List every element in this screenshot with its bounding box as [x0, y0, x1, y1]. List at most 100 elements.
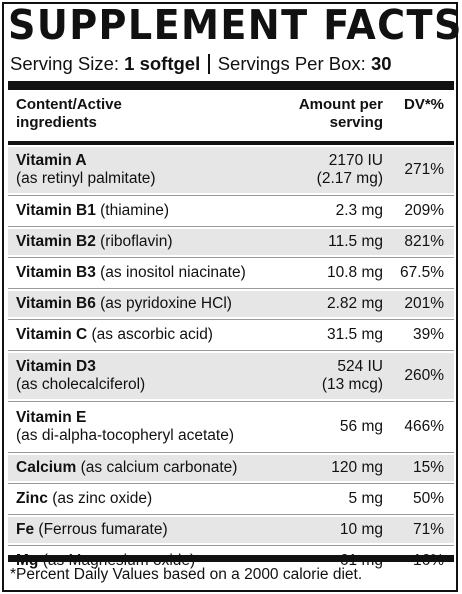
daily-value: 260%: [404, 367, 444, 384]
row-divider: [8, 452, 454, 453]
amount-header-line2: serving: [329, 114, 383, 131]
ingredient-detail: (thiamine): [100, 202, 170, 219]
daily-value: 39%: [412, 326, 444, 343]
amount-per-serving: 5 mg: [349, 490, 383, 508]
amount-value: 31.5 mg: [326, 326, 383, 343]
amount-value: 2.3 mg: [335, 202, 383, 219]
ingredient-name: Vitamin C (as ascorbic acid): [16, 326, 213, 344]
nutrient-table: Vitamin A (as retinyl palmitate) 2170 IU (2…: [8, 147, 454, 574]
ingredient-detail: (as di-alpha-tocopheryl acetate): [16, 427, 234, 444]
amount-per-serving: 56 mg: [340, 418, 383, 436]
daily-value: 466%: [404, 418, 444, 435]
amount-per-serving: 11.5 mg: [328, 233, 383, 251]
daily-value: 209%: [404, 202, 444, 219]
table-row: Fe (Ferrous fumarate) 10 mg 71%: [8, 517, 454, 543]
ingredient-label: Vitamin B3: [16, 264, 96, 281]
amount-value: 120 mg: [331, 459, 383, 476]
table-row: Vitamin D3 (as cholecalciferol) 524 IU (13 …: [8, 353, 454, 399]
ingredient-detail: (as retinyl palmitate): [16, 170, 156, 187]
ingredient-label: Vitamin C: [16, 326, 88, 343]
table-row: Vitamin E (as di-alpha-tocopheryl acetate…: [8, 404, 454, 450]
amount-per-serving: 31.5 mg: [327, 326, 383, 344]
amount-value: 11.5 mg: [328, 233, 383, 250]
amount-alt-value: (13 mcg): [321, 376, 383, 393]
amount-per-serving: 10 mg: [340, 521, 383, 539]
ingredient-label: Zinc: [16, 490, 48, 507]
serving-info: Serving Size: 1 softgel Servings Per Box:…: [10, 52, 392, 76]
row-divider: [8, 514, 454, 515]
ingredient-label: Vitamin D3: [16, 358, 96, 375]
daily-value: 50%: [412, 490, 444, 507]
ingredient-name: Vitamin B2 (riboflavin): [16, 233, 173, 251]
ingredient-name: Vitamin D3 (as cholecalciferol): [16, 358, 145, 394]
ingredient-label: Vitamin A: [16, 152, 87, 169]
table-row: Vitamin B2 (riboflavin) 11.5 mg 821%: [8, 229, 454, 255]
daily-value: 15%: [412, 459, 444, 476]
ingredient-name: Vitamin B1 (thiamine): [16, 202, 169, 220]
serving-size-label: Serving Size:: [10, 53, 119, 74]
ingredient-label: Vitamin B6: [16, 295, 96, 312]
row-divider: [8, 226, 454, 227]
servings-per-box-label: Servings Per Box:: [217, 53, 366, 74]
amount-per-serving: 10.8 mg: [327, 264, 383, 282]
amount-value: 10 mg: [339, 521, 383, 538]
ingredient-detail: (as pyridoxine HCl): [100, 295, 232, 312]
ingredient-detail: (as ascorbic acid): [91, 326, 213, 343]
amount-value: 524 IU: [337, 358, 383, 375]
amount-value: 5 mg: [348, 490, 383, 507]
ingredient-label: Calcium: [16, 459, 77, 476]
table-row: Vitamin B1 (thiamine) 2.3 mg 209%: [8, 198, 454, 224]
ingredient-detail: (as inositol niacinate): [100, 264, 246, 281]
ingredient-label: Vitamin E: [16, 409, 87, 426]
amount-per-serving: 2170 IU (2.17 mg): [317, 152, 383, 188]
content-header-line2: ingredients: [16, 114, 97, 131]
amount-per-serving: 524 IU (13 mcg): [322, 358, 383, 394]
amount-header-line1: Amount per: [298, 96, 383, 113]
amount-value: 2170 IU: [328, 152, 383, 169]
ingredient-name: Vitamin E (as di-alpha-tocopheryl acetate…: [16, 409, 234, 445]
ingredient-label: Vitamin B2: [16, 233, 96, 250]
dv-column-header: DV*%: [403, 96, 444, 113]
ingredient-name: Vitamin A (as retinyl palmitate): [16, 152, 156, 188]
table-row: Vitamin A (as retinyl palmitate) 2170 IU (2…: [8, 147, 454, 193]
amount-per-serving: 2.3 mg: [336, 202, 383, 220]
ingredient-detail: (Ferrous fumarate): [38, 521, 168, 538]
amount-column-header: Amount per serving: [299, 96, 383, 132]
row-divider: [8, 483, 454, 484]
table-row: Calcium (as calcium carbonate) 120 mg 15%: [8, 455, 454, 481]
content-column-header: Content/Active ingredients: [16, 96, 122, 132]
row-divider: [8, 319, 454, 320]
header-rule: [8, 141, 454, 145]
ingredient-name: Vitamin B3 (as inositol niacinate): [16, 264, 246, 282]
footnote: *Percent Daily Values based on a 2000 ca…: [10, 566, 363, 583]
amount-per-serving: 2.82 mg: [327, 295, 383, 313]
ingredient-detail: (as zinc oxide): [52, 490, 153, 507]
ingredient-detail: (as cholecalciferol): [16, 376, 146, 393]
serving-size-value: 1 softgel: [124, 53, 201, 74]
table-row: Vitamin B6 (as pyridoxine HCl) 2.82 mg 201…: [8, 291, 454, 317]
amount-alt-value: (2.17 mg): [316, 170, 383, 187]
servings-per-box-value: 30: [370, 53, 392, 74]
top-rule: [8, 81, 454, 90]
ingredient-label: Vitamin B1: [16, 202, 96, 219]
daily-value: 71%: [412, 521, 444, 538]
amount-per-serving: 120 mg: [331, 459, 383, 477]
row-divider: [8, 350, 454, 351]
amount-value: 10.8 mg: [326, 264, 383, 281]
table-row: Vitamin C (as ascorbic acid) 31.5 mg 39%: [8, 322, 454, 348]
amount-value: 2.82 mg: [326, 295, 383, 312]
panel-title: SUPPLEMENT FACTS: [8, 1, 462, 49]
amount-value: 56 mg: [339, 418, 383, 435]
ingredient-detail: (riboflavin): [100, 233, 173, 250]
bottom-rule: [8, 555, 454, 562]
row-divider: [8, 288, 454, 289]
table-row: Zinc (as zinc oxide) 5 mg 50%: [8, 486, 454, 512]
daily-value: 201%: [404, 295, 444, 312]
ingredient-label: Fe: [16, 521, 35, 538]
row-divider: [8, 195, 454, 196]
ingredient-name: Fe (Ferrous fumarate): [16, 521, 168, 539]
table-row: Vitamin B3 (as inositol niacinate) 10.8 m…: [8, 260, 454, 286]
column-header: Content/Active ingredients Amount per se…: [8, 96, 454, 144]
row-divider: [8, 401, 454, 402]
